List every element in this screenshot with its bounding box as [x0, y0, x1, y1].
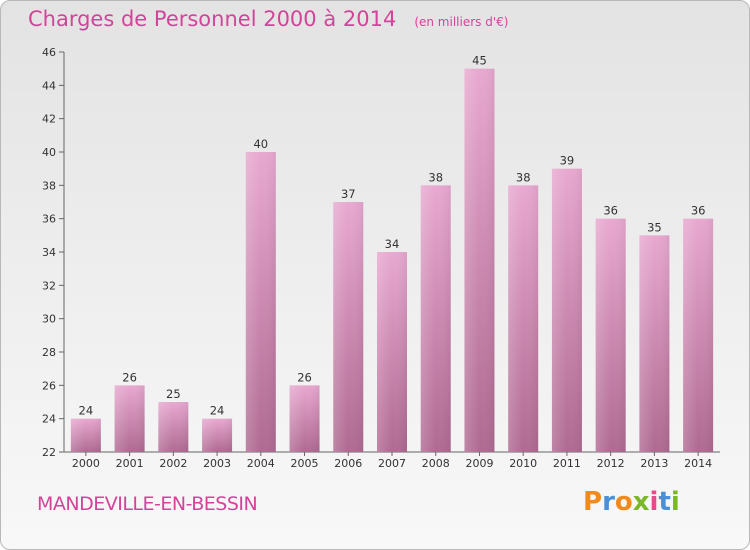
commune-name: MANDEVILLE-EN-BESSIN [37, 493, 258, 515]
bar-shine [464, 68, 495, 453]
bar-shine [289, 385, 320, 452]
x-tick-label: 2010 [509, 457, 537, 470]
x-tick-label: 2003 [203, 457, 231, 470]
bar-shine [595, 218, 626, 452]
title-main: Charges de Personnel 2000 à 2014 [28, 7, 397, 31]
axes: 22 24 26 28 30 32 34 36 38 40 42 44 46 2000 2001 2002 20… [42, 46, 720, 470]
x-tick-label: 2002 [159, 457, 187, 470]
bar-shine [202, 418, 233, 452]
chart-title: Charges de Personnel 2000 à 2014 (en mill… [28, 7, 508, 31]
data-label: 34 [385, 237, 400, 251]
x-tick-label: 2001 [116, 457, 144, 470]
x-tick-label: 2011 [553, 457, 581, 470]
data-label: 24 [210, 404, 225, 418]
data-label: 24 [79, 404, 94, 418]
bar-shine [333, 202, 364, 452]
data-label: 37 [341, 187, 356, 201]
logo-letter: i [670, 487, 680, 517]
bar-shine [377, 252, 407, 452]
logo-letter: P [583, 487, 603, 517]
x-tick-label: 2008 [422, 457, 450, 470]
bar-shine [639, 235, 670, 452]
x-tick-label: 2009 [465, 457, 493, 470]
y-tick-label: 40 [42, 146, 56, 159]
data-label: 38 [516, 170, 531, 184]
logo-letter: t [658, 487, 671, 517]
y-tick-label: 24 [42, 413, 56, 426]
data-label: 35 [647, 220, 662, 234]
bar-shine [70, 418, 101, 452]
x-tick-label: 2012 [597, 457, 625, 470]
y-tick-label: 32 [42, 279, 56, 292]
data-label: 26 [297, 370, 312, 384]
title-unit: (en milliers d'€) [414, 15, 509, 29]
logo-letter: x [632, 487, 650, 517]
bar-shine [683, 218, 714, 452]
y-tick-label: 46 [42, 46, 56, 59]
logo-letter: o [614, 487, 633, 517]
data-label: 25 [166, 387, 181, 401]
y-tick-label: 36 [42, 213, 56, 226]
y-tick-label: 44 [42, 79, 56, 92]
bar-shine [508, 185, 539, 453]
x-tick-label: 2005 [291, 457, 319, 470]
bar-shine [551, 168, 582, 452]
y-tick-label: 26 [42, 379, 56, 392]
x-tick-label: 2013 [640, 457, 668, 470]
x-tick-label: 2000 [72, 457, 100, 470]
x-tick-label: 2014 [684, 457, 712, 470]
bar-shine [245, 152, 276, 452]
y-tick-label: 22 [42, 446, 56, 459]
y-tick-label: 38 [42, 179, 56, 192]
bars: 24 26 25 24 40 26 37 34 38 45 38 39 36 35 36 [70, 54, 714, 453]
y-tick-label: 42 [42, 113, 56, 126]
x-tick-label: 2004 [247, 457, 275, 470]
logo-letter: i [649, 487, 659, 517]
proxiti-logo[interactable]: Proxiti [583, 487, 680, 517]
y-tick-label: 34 [42, 246, 56, 259]
x-tick-label: 2006 [334, 457, 362, 470]
data-label: 36 [603, 204, 618, 218]
x-tick-label: 2007 [378, 457, 406, 470]
bar-shine [158, 402, 189, 452]
data-label: 40 [253, 137, 268, 151]
bar-shine [420, 185, 451, 453]
y-tick-label: 28 [42, 346, 56, 359]
data-label: 45 [472, 54, 487, 68]
data-label: 36 [691, 204, 706, 218]
y-tick-label: 30 [42, 313, 56, 326]
logo-letter: r [602, 487, 615, 517]
data-label: 38 [428, 170, 443, 184]
bar-shine [114, 385, 145, 452]
data-label: 39 [560, 154, 575, 168]
data-label: 26 [122, 370, 137, 384]
